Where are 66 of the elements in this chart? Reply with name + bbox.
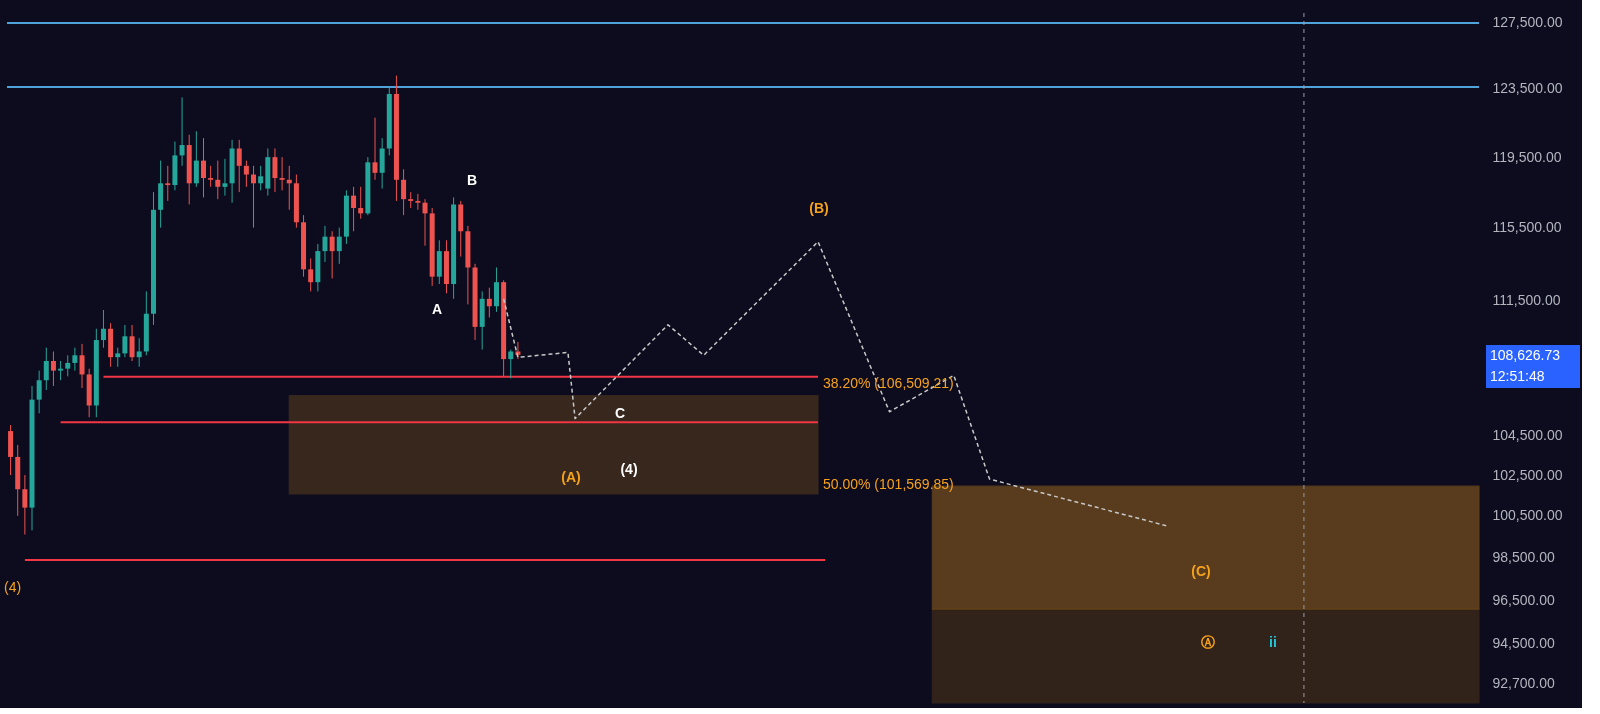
y-tick-label: 94,500.00 [1492,634,1555,651]
candlestick [508,349,514,379]
candlestick [22,474,28,535]
candlestick [329,230,335,280]
candlestick [222,158,228,197]
y-tick-label: 98,500.00 [1492,549,1555,566]
candlestick [165,165,171,202]
text: 12:51:48 [1490,368,1545,384]
y-tick-label: 115,500.00 [1492,219,1562,236]
annotation: Ⓐ [1201,634,1215,650]
candlestick [79,343,85,389]
annotation: 50.00% (101,569.85) [823,476,954,492]
candlestick [243,160,249,188]
annotation: A [431,301,443,317]
y-tick-label: 102,500.00 [1492,466,1563,483]
candlestick [72,347,78,372]
candlestick [272,147,278,193]
annotation: B [466,172,478,188]
candlestick [43,347,49,391]
candlestick [201,137,206,198]
candlestick [251,165,257,229]
candlestick [179,96,185,167]
candlestick [136,337,142,368]
annotation: (4) [620,461,638,477]
candlestick [336,227,342,265]
candlestick [208,165,214,188]
candlestick [236,139,242,193]
candlestick [58,360,64,381]
candlestick [372,117,378,181]
candlestick [193,130,199,188]
text: 108,626.73 [1490,347,1561,363]
candlestick [422,198,428,247]
y-tick-label: 127,500.00 [1492,14,1563,31]
annotation: (B) [809,200,829,216]
candlestick [215,160,221,200]
candlestick [401,168,407,216]
annotation: ii [1269,634,1277,650]
y-tick-label: 100,500.00 [1492,507,1563,524]
candlestick [279,156,285,191]
candlestick [258,165,264,191]
y-tick-label: 119,500.00 [1492,148,1562,165]
candlestick [129,324,135,362]
candlestick [308,257,314,292]
annotation: 38.20% (106,509.21) [823,375,954,391]
y-tick-label: 96,500.00 [1492,591,1555,608]
annotation: C [614,405,626,421]
annotation: (4) [4,579,22,595]
candlestick [515,341,521,360]
candlestick [415,193,421,211]
candlestick [122,324,128,358]
candlestick [486,287,492,318]
candlestick [115,347,121,368]
y-tick-label: 123,500.00 [1492,80,1563,97]
candlestick [322,225,328,263]
line-series [502,240,1169,527]
y-tick-label: 111,500.00 [1492,292,1561,309]
annotation: (A) [561,469,581,485]
candlestick [351,186,357,232]
y-tick-label: 92,700.00 [1492,674,1555,691]
candlestick [50,350,56,387]
candlestick [358,186,364,220]
annotation: (C) [1191,563,1211,579]
candlestick [100,309,106,349]
candlestick [65,354,71,377]
y-tick-label: 104,500.00 [1492,426,1563,443]
candlestick [36,370,42,414]
